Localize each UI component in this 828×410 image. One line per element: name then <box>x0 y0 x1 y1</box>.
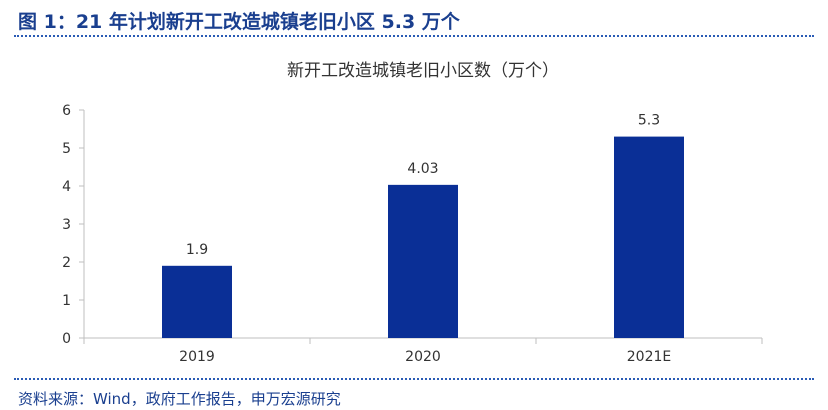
bar-chart: 新开工改造城镇老旧小区数（万个） 0 1 2 3 4 5 6 2019 2020 2021E 1… <box>62 61 763 365</box>
y-tick-label: 1 <box>62 293 71 309</box>
figure-header: 图 1：21 年计划新开工改造城镇老旧小区 5.3 万个 <box>0 0 828 40</box>
bar-2019 <box>162 265 232 338</box>
x-tick-label: 2020 <box>405 349 441 365</box>
y-tick-label: 3 <box>62 217 71 233</box>
figure-footer: 资料来源：Wind，政府工作报告，申万宏源研究 <box>0 378 828 410</box>
x-tick-label: 2021E <box>627 349 671 365</box>
y-tick-label: 2 <box>62 255 71 271</box>
bar-2021E <box>614 136 684 338</box>
bar-series: 1.9 4.03 5.3 <box>162 113 684 338</box>
y-tick-label: 6 <box>62 103 71 119</box>
header-divider <box>14 35 814 38</box>
data-label: 1.9 <box>186 242 208 258</box>
y-tick-label: 4 <box>62 179 71 195</box>
x-axis: 2019 2020 2021E <box>83 337 763 365</box>
source-note: 资料来源：Wind，政府工作报告，申万宏源研究 <box>18 390 341 408</box>
data-label: 5.3 <box>638 113 660 129</box>
y-axis: 0 1 2 3 4 5 6 <box>62 103 85 347</box>
data-label: 4.03 <box>407 161 438 177</box>
bar-2020 <box>388 184 458 338</box>
y-tick-label: 5 <box>62 141 71 157</box>
y-tick-label: 0 <box>62 331 71 347</box>
figure-title: 图 1：21 年计划新开工改造城镇老旧小区 5.3 万个 <box>18 11 460 33</box>
chart-title: 新开工改造城镇老旧小区数（万个） <box>287 61 559 81</box>
footer-divider <box>14 378 814 381</box>
x-tick-label: 2019 <box>179 349 215 365</box>
